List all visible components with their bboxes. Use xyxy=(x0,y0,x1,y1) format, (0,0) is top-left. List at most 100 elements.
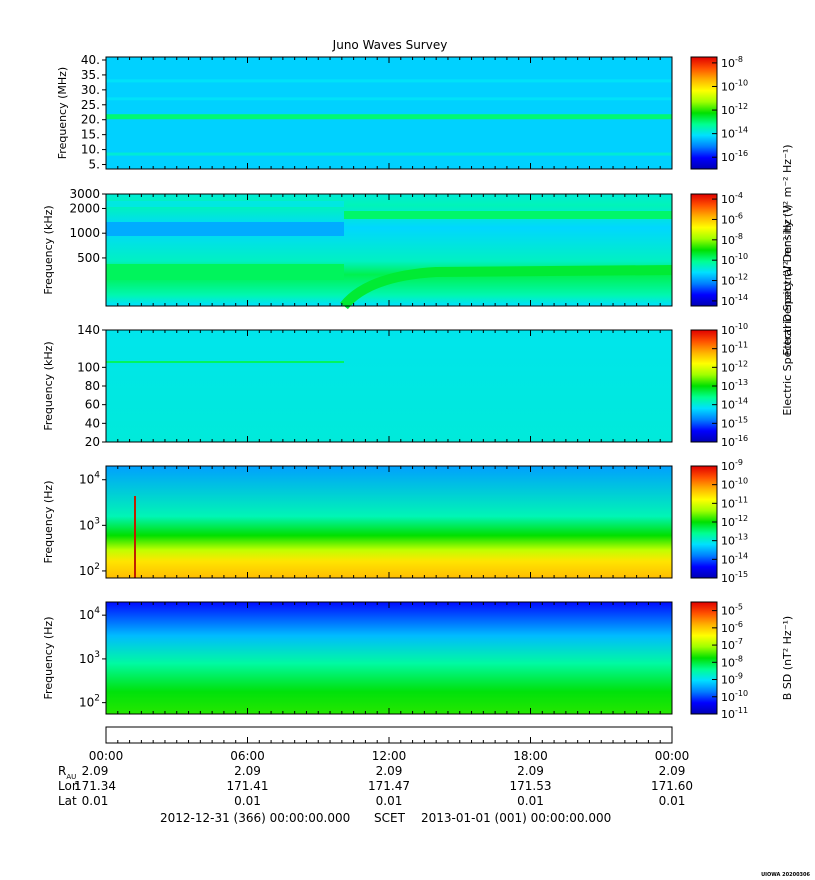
y-tick-label: 20. xyxy=(81,113,100,127)
panel-3: 20 40 60 80 100 140 Frequency (kHz) xyxy=(42,323,673,449)
colorbar-tick-label: 10-14 xyxy=(721,551,748,566)
time-tick-label: 12:00 xyxy=(372,749,407,763)
y-axis-label: Frequency (MHz) xyxy=(56,67,69,159)
colorbar-tick-label: 10-8 xyxy=(721,55,743,70)
y-tick-label: 60 xyxy=(85,398,100,412)
y-tick-label: 25. xyxy=(81,98,100,112)
colorbar-tick-label: 10-11 xyxy=(721,706,748,721)
ephemeris-value: 2.09 xyxy=(234,764,261,778)
y-tick-label: 15. xyxy=(81,128,100,142)
footer-stamp: UIOWA 20200306 xyxy=(761,872,810,878)
y-tick-label: 140 xyxy=(77,323,100,337)
colorbar-tick-label: 10-9 xyxy=(721,458,743,473)
colorbar-tick-label: 10-14 xyxy=(721,293,748,308)
colorbar-tick-label: 10-16 xyxy=(721,434,748,449)
colorbar-tick-label: 10-13 xyxy=(721,378,748,393)
panel-1: 5.10.15.20.25.30.35.40. Frequency (MHz) xyxy=(56,53,673,172)
colorbar-tick-label: 10-6 xyxy=(721,211,743,226)
spectrogram-field xyxy=(106,194,672,306)
y-tick-label: 102 xyxy=(79,694,100,710)
emission-band xyxy=(106,97,672,101)
colorbars: 10-8 10-10 10-12 10-14 10-16 10-4 10-6 10-8 10-1… xyxy=(690,55,794,721)
y-tick-label: 1000 xyxy=(69,226,100,240)
colorbar-tick-label: 10-15 xyxy=(721,415,748,430)
ephemeris-value: 0.01 xyxy=(234,794,261,808)
y-tick-label: 40 xyxy=(85,416,100,430)
footer: 2012-12-31 (366) 00:00:00.000 SCET 2013-… xyxy=(160,811,611,825)
colorbar-tick-label: 10-14 xyxy=(721,397,748,412)
colorbar-tick-label: 10-8 xyxy=(721,232,743,247)
footer-end: 2013-01-01 (001) 00:00:00.000 xyxy=(421,811,611,825)
y-tick-label: 40. xyxy=(81,53,100,67)
ephemeris-row-label: Lat xyxy=(58,794,77,808)
panel-4: 102 103 104 Frequency (Hz) xyxy=(42,465,673,579)
colorbar-4: 10-9 10-10 10-11 10-12 10-13 10-14 10-15 xyxy=(690,458,748,585)
colorbar-label: Electric Spectral Density (V² m⁻² Hz⁻¹) xyxy=(781,144,794,355)
colorbar-3: 10-10 10-11 10-12 10-13 10-14 10-15 10-16 xyxy=(690,322,748,449)
spectrogram-field xyxy=(106,466,672,578)
y-tick-label: 10. xyxy=(81,143,100,157)
colorbar-5: 10-5 10-6 10-7 10-8 10-9 10-10 10-11 B SD (nT² … xyxy=(690,601,794,721)
colorbar-1: 10-8 10-10 10-12 10-14 10-16 xyxy=(690,55,748,170)
ephemeris-value: 0.01 xyxy=(659,794,686,808)
ephemeris-value: 171.41 xyxy=(227,779,269,793)
ephemeris-value: 171.47 xyxy=(368,779,410,793)
colorbar-scale xyxy=(690,601,718,715)
colorbar-tick-label: 10-12 xyxy=(721,359,748,374)
colorbar-tick-label: 10-13 xyxy=(721,533,748,548)
band-upper-left xyxy=(106,201,344,207)
y-tick-label: 100 xyxy=(77,360,100,374)
ephemeris-value: 2.09 xyxy=(376,764,403,778)
colorbar-tick-label: 10-10 xyxy=(721,252,748,267)
band-green-left xyxy=(106,264,344,280)
y-tick-label: 2000 xyxy=(69,201,100,215)
colorbar-tick-label: 10-10 xyxy=(721,477,748,492)
ephemeris-value: 171.60 xyxy=(651,779,693,793)
y-tick-label: 103 xyxy=(79,516,100,532)
emission-band xyxy=(106,114,672,120)
y-axis-label: Frequency (kHz) xyxy=(42,341,55,430)
time-tick-label: 00:00 xyxy=(89,749,124,763)
spike xyxy=(134,496,136,578)
transition-curve xyxy=(340,265,673,310)
spectrogram-field xyxy=(106,602,672,714)
colorbar-label: B SD (nT² Hz⁻¹) xyxy=(781,616,794,700)
y-axis-label: Frequency (kHz) xyxy=(42,205,55,294)
colorbar-tick-label: 10-15 xyxy=(721,570,748,585)
colorbar-tick-label: 10-8 xyxy=(721,654,743,669)
colorbar-tick-label: 10-11 xyxy=(721,495,748,510)
y-tick-label: 80 xyxy=(85,379,100,393)
emission-band xyxy=(106,79,672,83)
colorbar-tick-label: 10-12 xyxy=(721,514,748,529)
colorbar-tick-label: 10-9 xyxy=(721,672,743,687)
ephemeris-value: 2.09 xyxy=(517,764,544,778)
footer-frame: SCET xyxy=(374,811,406,825)
colorbar-tick-label: 10-10 xyxy=(721,322,748,337)
colorbar-tick-label: 10-16 xyxy=(721,149,748,164)
colorbar-tick-label: 10-10 xyxy=(721,689,748,704)
spectrogram-field xyxy=(106,57,672,169)
ephemeris-value: 171.34 xyxy=(74,779,116,793)
colorbar-2: 10-4 10-6 10-8 10-10 10-12 10-14 Electric Spec… xyxy=(690,144,794,356)
shared-colorbar-label: Electric Spectral Density (V² m⁻² Hz⁻¹) xyxy=(781,204,794,415)
y-axis-label: Frequency (Hz) xyxy=(42,617,55,700)
colorbar-tick-label: 10-12 xyxy=(721,273,748,288)
colorbar-tick-label: 10-4 xyxy=(721,191,743,206)
y-tick-label: 20 xyxy=(85,435,100,449)
y-tick-label: 500 xyxy=(77,251,100,265)
y-tick-label: 30. xyxy=(81,83,100,97)
ephemeris-row-label: Lon xyxy=(58,779,79,793)
band-upper-right xyxy=(344,211,672,219)
colorbar-tick-label: 10-10 xyxy=(721,78,748,93)
colorbar-tick-label: 10-11 xyxy=(721,341,748,356)
ephemeris-value: 171.53 xyxy=(510,779,552,793)
time-tick-label: 18:00 xyxy=(513,749,548,763)
ephemeris-value: 2.09 xyxy=(659,764,686,778)
band-dark-left xyxy=(106,222,344,236)
plot-title: Juno Waves Survey xyxy=(332,38,448,52)
panel-5: 102 103 104 Frequency (Hz) xyxy=(42,601,673,715)
colorbar-scale xyxy=(690,56,718,170)
colorbar-tick-label: 10-14 xyxy=(721,126,748,141)
